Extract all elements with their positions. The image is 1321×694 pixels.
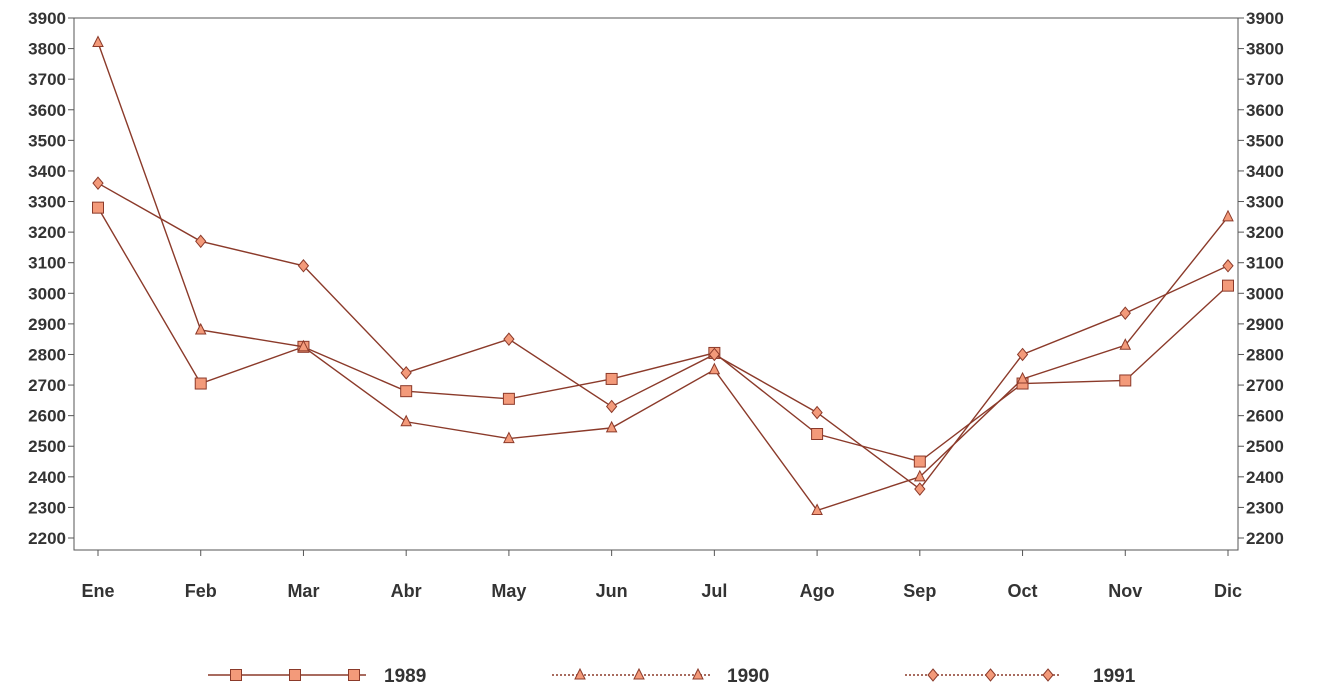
data-point-1990	[297, 339, 310, 352]
y-tick-label-left: 3600	[28, 101, 66, 120]
series-line-1991	[97, 182, 1229, 491]
x-tick-label: Feb	[185, 581, 217, 601]
y-tick-label-left: 3500	[28, 131, 66, 150]
y-tick-label-left: 3700	[28, 70, 66, 89]
y-tick-label-left: 2300	[28, 498, 66, 517]
data-point-1991	[708, 347, 721, 362]
data-point-1990	[194, 322, 207, 335]
data-point-1991	[503, 332, 515, 346]
y-tick-label-left: 2700	[28, 376, 66, 395]
y-tick-label-right: 3800	[1246, 40, 1284, 59]
data-point-1989	[400, 385, 413, 398]
data-point-1991	[605, 399, 618, 414]
series-line-1990	[97, 42, 1229, 512]
data-point-1989	[1119, 374, 1132, 387]
x-tick-label: Jun	[596, 581, 628, 601]
data-point-1989	[502, 392, 515, 405]
data-point-1989	[92, 201, 104, 214]
y-tick-label-left: 2600	[28, 407, 66, 426]
x-tick-label: Nov	[1108, 581, 1142, 601]
y-tick-label-right: 3400	[1246, 162, 1284, 181]
y-tick-label-left: 3200	[28, 223, 66, 242]
y-tick-label-right: 2800	[1246, 345, 1284, 364]
y-tick-label-right: 3900	[1246, 9, 1284, 28]
data-point-1990	[914, 469, 926, 482]
legend-marker-1990	[633, 667, 645, 680]
legend-marker-1991	[927, 668, 939, 682]
legend-marker-1990	[692, 667, 704, 680]
y-tick-label-left: 3100	[28, 254, 66, 273]
data-point-1991	[914, 482, 926, 496]
data-point-1989	[1222, 279, 1234, 292]
data-point-1989	[605, 372, 618, 385]
data-point-1990	[811, 503, 823, 515]
data-point-1990	[1222, 209, 1234, 222]
data-point-1990	[92, 35, 104, 47]
legend-marker-1989	[230, 669, 242, 681]
data-point-1991	[400, 366, 412, 380]
y-tick-label-left: 2400	[28, 468, 66, 487]
y-tick-label-right: 2900	[1246, 315, 1284, 334]
legend-marker-1990	[574, 667, 586, 680]
y-tick-label-right: 3200	[1246, 223, 1284, 242]
data-point-1991	[297, 258, 310, 273]
y-tick-label-right: 2500	[1246, 437, 1284, 456]
y-tick-label-right: 3100	[1246, 254, 1284, 273]
y-tick-label-right: 2300	[1246, 498, 1284, 517]
x-tick-label: Jul	[701, 581, 727, 601]
y-tick-label-right: 3000	[1246, 284, 1284, 303]
y-tick-label-right: 3300	[1246, 193, 1284, 212]
y-tick-label-right: 2200	[1246, 529, 1284, 548]
y-tick-label-right: 3500	[1246, 131, 1284, 150]
y-tick-label-left: 3000	[28, 284, 66, 303]
y-tick-label-left: 3300	[28, 193, 66, 212]
y-tick-label-left: 2800	[28, 345, 66, 364]
series-line-1989	[97, 207, 1229, 463]
y-tick-label-left: 3800	[28, 40, 66, 59]
data-point-1991	[92, 176, 104, 190]
data-point-1991	[1016, 347, 1029, 362]
data-point-1990	[605, 420, 618, 433]
legend-marker-1989	[289, 669, 301, 681]
x-tick-label: Ene	[81, 581, 114, 601]
y-tick-label-right: 2400	[1246, 468, 1284, 487]
plot-frame	[73, 17, 1239, 551]
legend-label-1991: 1991	[1093, 666, 1136, 687]
data-point-1989	[811, 428, 824, 440]
data-point-1991	[811, 405, 823, 420]
x-tick-label: Abr	[391, 581, 422, 601]
data-point-1989	[194, 377, 207, 390]
data-point-1991	[195, 234, 207, 249]
x-tick-label: Dic	[1214, 581, 1242, 601]
y-tick-label-left: 2500	[28, 437, 66, 456]
y-tick-label-left: 2900	[28, 315, 66, 334]
legend-marker-1991	[984, 668, 997, 682]
legend-label-1990: 1990	[727, 666, 769, 687]
y-tick-label-left: 2200	[28, 529, 66, 548]
legend-marker-1991	[1042, 668, 1054, 682]
data-point-1991	[1119, 306, 1131, 320]
data-point-1990	[1016, 371, 1029, 384]
data-point-1991	[1222, 258, 1234, 273]
y-tick-label-right: 2600	[1246, 407, 1284, 426]
data-point-1990	[400, 414, 412, 427]
x-tick-label: Sep	[903, 581, 936, 601]
data-point-1990	[708, 362, 721, 375]
legend-marker-1989	[348, 669, 360, 681]
y-tick-label-left: 3400	[28, 162, 66, 181]
x-tick-label: May	[491, 581, 526, 601]
y-tick-label-right: 3600	[1246, 101, 1284, 120]
x-tick-label: Oct	[1008, 581, 1038, 601]
y-tick-label-right: 2700	[1246, 376, 1284, 395]
y-tick-label-right: 3700	[1246, 70, 1284, 89]
x-tick-label: Mar	[287, 581, 319, 601]
data-point-1990	[1119, 338, 1132, 350]
legend-label-1989: 1989	[384, 666, 426, 687]
x-tick-label: Ago	[800, 581, 835, 601]
data-point-1990	[503, 431, 515, 444]
data-point-1989	[913, 455, 926, 468]
y-tick-label-left: 3900	[28, 9, 66, 28]
